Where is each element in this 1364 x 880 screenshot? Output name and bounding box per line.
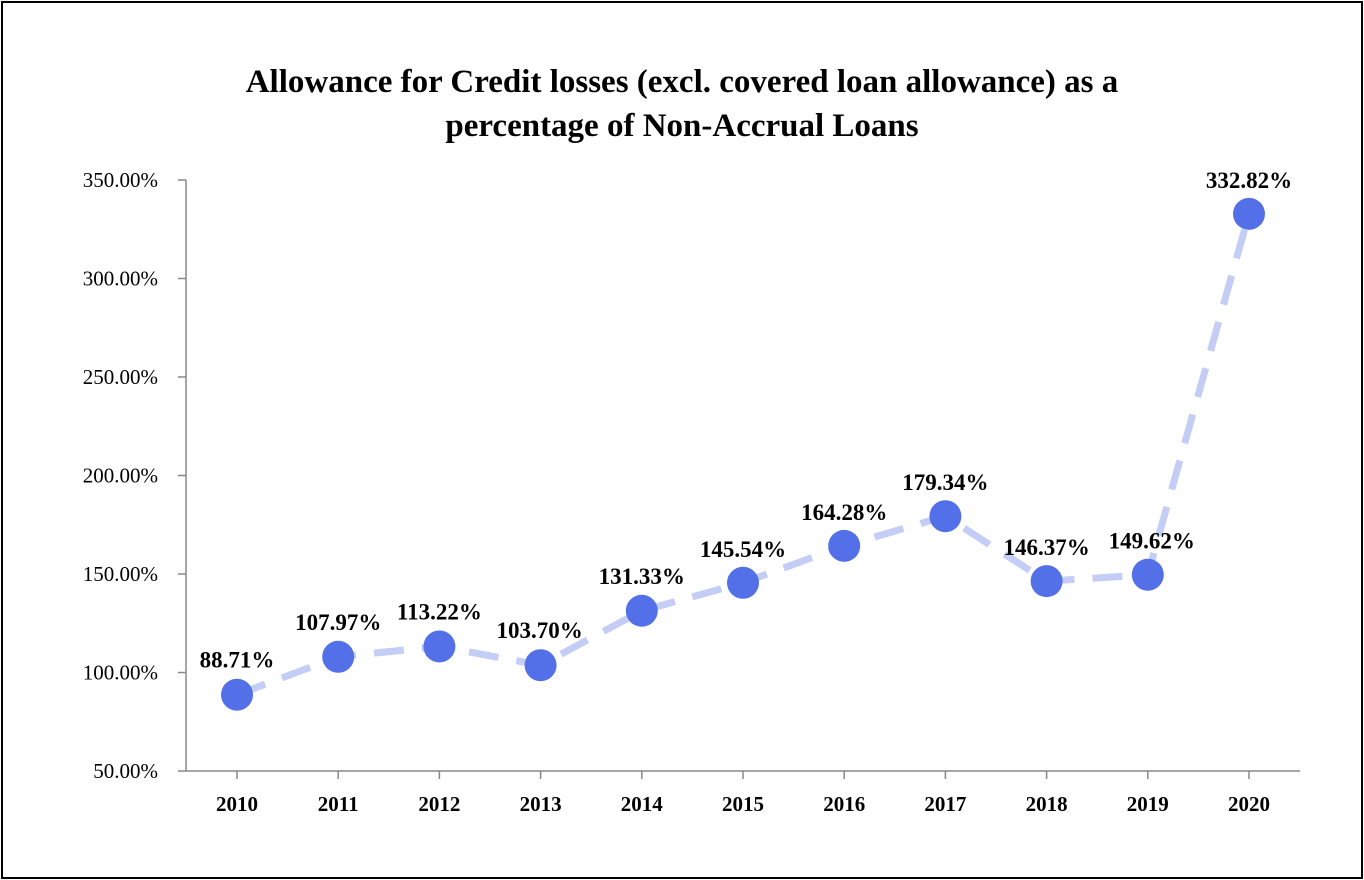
data-label: 107.97%	[295, 610, 381, 635]
x-tick-label: 2014	[621, 792, 664, 816]
chart-title-line2: percentage of Non-Accrual Loans	[445, 108, 919, 144]
chart-axes	[185, 180, 1300, 772]
data-label: 164.28%	[801, 500, 887, 525]
x-tick-label: 2016	[823, 792, 865, 816]
data-label: 145.54%	[700, 537, 786, 562]
data-point	[929, 500, 962, 533]
y-tick-label: 350.00%	[83, 168, 158, 192]
y-tick-label: 100.00%	[83, 661, 158, 685]
x-tick-label: 2020	[1228, 792, 1270, 816]
data-label: 113.22%	[397, 599, 482, 624]
data-labels: 88.71% 107.97% 113.22% 103.70% 131.33% 145.54…	[200, 168, 1293, 673]
y-tick-label: 250.00%	[83, 365, 158, 389]
x-tick-label: 2013	[520, 792, 562, 816]
x-tick-label: 2012	[418, 792, 460, 816]
data-point	[1030, 565, 1063, 598]
x-tick-label: 2015	[722, 792, 764, 816]
data-point	[1233, 197, 1265, 230]
chart-title: Allowance for Credit losses (excl. cover…	[0, 60, 1364, 148]
y-tick-label: 50.00%	[93, 759, 158, 783]
y-axis-ticks: 50.00% 100.00% 150.00% 200.00% 250.00% 300.00…	[83, 168, 186, 783]
x-tick-label: 2010	[216, 792, 258, 816]
x-tick-label: 2017	[924, 792, 966, 816]
data-point	[221, 678, 253, 711]
y-tick-label: 150.00%	[83, 562, 158, 586]
data-point	[625, 594, 658, 627]
x-tick-label: 2019	[1127, 792, 1169, 816]
series-line-group	[235, 212, 1253, 699]
data-label: 131.33%	[599, 564, 685, 589]
data-label: 179.34%	[902, 470, 988, 495]
data-label: 146.37%	[1003, 535, 1089, 560]
data-label: 332.82%	[1206, 168, 1292, 193]
x-tick-label: 2011	[318, 792, 359, 816]
data-point	[524, 649, 557, 682]
y-tick-label: 200.00%	[83, 464, 158, 488]
data-label: 88.71%	[200, 648, 275, 673]
data-point	[322, 640, 355, 673]
data-point	[828, 529, 861, 562]
data-point	[727, 566, 759, 599]
y-tick-label: 300.00%	[83, 267, 158, 291]
data-label: 149.62%	[1109, 529, 1195, 554]
chart-title-line1: Allowance for Credit losses (excl. cover…	[245, 64, 1119, 100]
x-tick-label: 2018	[1026, 792, 1068, 816]
series-points	[221, 197, 1265, 711]
data-point	[423, 630, 456, 663]
x-axis-ticks: 2010 2011 2012 2013 2014 2015 2016 2017 2018 2019…	[216, 771, 1270, 816]
series-line	[235, 212, 1253, 699]
data-label: 103.70%	[496, 618, 582, 643]
data-point	[1131, 558, 1164, 591]
